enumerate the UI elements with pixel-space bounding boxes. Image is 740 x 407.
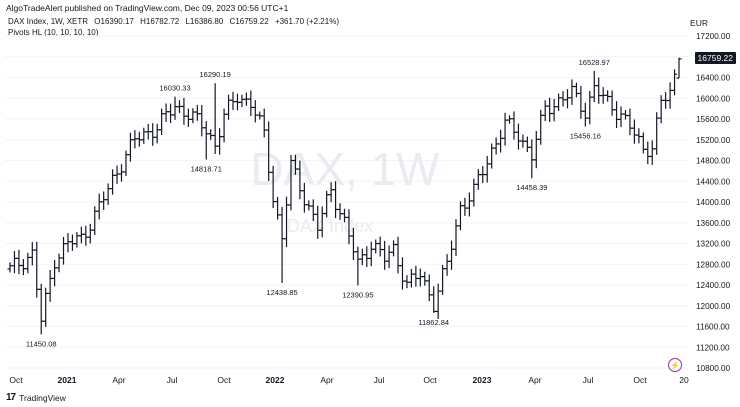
y-tick-label: 13200.00 bbox=[696, 240, 731, 249]
y-tick-label: 12400.00 bbox=[696, 281, 731, 290]
y-tick-label: 14400.00 bbox=[696, 177, 731, 186]
x-tick-label: Apr bbox=[320, 375, 333, 385]
currency-label: EUR bbox=[690, 18, 708, 28]
y-tick-label: 15600.00 bbox=[696, 115, 731, 124]
x-tick-label: Apr bbox=[112, 375, 125, 385]
x-tick-label: 2023 bbox=[473, 375, 492, 385]
indicator-legend: Pivots HL (10, 10, 10, 10) bbox=[8, 28, 99, 37]
pivot-label: 16528.97 bbox=[579, 58, 610, 67]
close-value: C16759.22 bbox=[229, 17, 269, 26]
y-tick-label: 17200.00 bbox=[696, 32, 731, 41]
open-value: O16390.17 bbox=[94, 17, 134, 26]
x-tick-label: 20 bbox=[679, 375, 689, 385]
y-tick-label: 10800.00 bbox=[696, 364, 731, 373]
pivot-label: 16030.33 bbox=[159, 84, 190, 93]
symbol-legend: DAX Index, 1W, XETR O16390.17 H16782.72 … bbox=[8, 17, 343, 26]
x-tick-label: 2022 bbox=[266, 375, 285, 385]
x-tick-label: Oct bbox=[633, 375, 647, 385]
pivot-label: 11450.08 bbox=[26, 339, 57, 348]
x-tick-label: Jul bbox=[374, 375, 385, 385]
brand-name: TradingView bbox=[19, 392, 66, 403]
y-tick-label: 12000.00 bbox=[696, 302, 731, 311]
high-value: H16782.72 bbox=[140, 17, 180, 26]
y-tick-label: 13600.00 bbox=[696, 219, 731, 228]
y-tick-label: 16000.00 bbox=[696, 94, 731, 103]
pivot-label: 12390.95 bbox=[342, 290, 373, 299]
x-tick-label: Jul bbox=[167, 375, 178, 385]
pivot-label: 14818.71 bbox=[191, 165, 222, 174]
pivot-label: 14458.39 bbox=[516, 183, 547, 192]
y-tick-label: 15200.00 bbox=[696, 136, 731, 145]
change-value: +361.70 (+2.21%) bbox=[274, 17, 339, 26]
pivot-label: 12438.85 bbox=[266, 288, 297, 297]
tradingview-logo-icon: 17 bbox=[6, 392, 16, 403]
y-tick-label: 12800.00 bbox=[696, 260, 731, 269]
y-tick-label: 16400.00 bbox=[696, 74, 731, 83]
watermark-subtext: DAX Index bbox=[287, 216, 373, 236]
low-value: L16386.80 bbox=[185, 17, 224, 26]
pivot-label: 11862.84 bbox=[418, 318, 449, 327]
x-tick-label: Jul bbox=[583, 375, 594, 385]
lightning-icon[interactable]: ⚡ bbox=[668, 358, 682, 372]
x-tick-label: Oct bbox=[423, 375, 437, 385]
x-tick-label: Apr bbox=[528, 375, 541, 385]
y-tick-label: 14800.00 bbox=[696, 157, 731, 166]
y-tick-label: 14000.00 bbox=[696, 198, 731, 207]
x-tick-label: Oct bbox=[9, 375, 23, 385]
last-price-tag: 16759.22 bbox=[694, 51, 736, 64]
symbol-name: DAX Index, 1W, XETR bbox=[8, 17, 89, 26]
x-tick-label: 2021 bbox=[58, 375, 77, 385]
pivot-label: 16290.19 bbox=[200, 70, 231, 79]
pivot-label: 15456.16 bbox=[570, 131, 601, 140]
y-tick-label: 11600.00 bbox=[696, 323, 730, 332]
watermark-text: DAX, 1W bbox=[250, 143, 440, 195]
y-tick-label: 11200.00 bbox=[696, 343, 730, 352]
x-tick-label: Oct bbox=[217, 375, 231, 385]
publish-info: AlgoTradeAlert published on TradingView.… bbox=[6, 3, 289, 13]
footer: 17 TradingView bbox=[6, 392, 66, 403]
